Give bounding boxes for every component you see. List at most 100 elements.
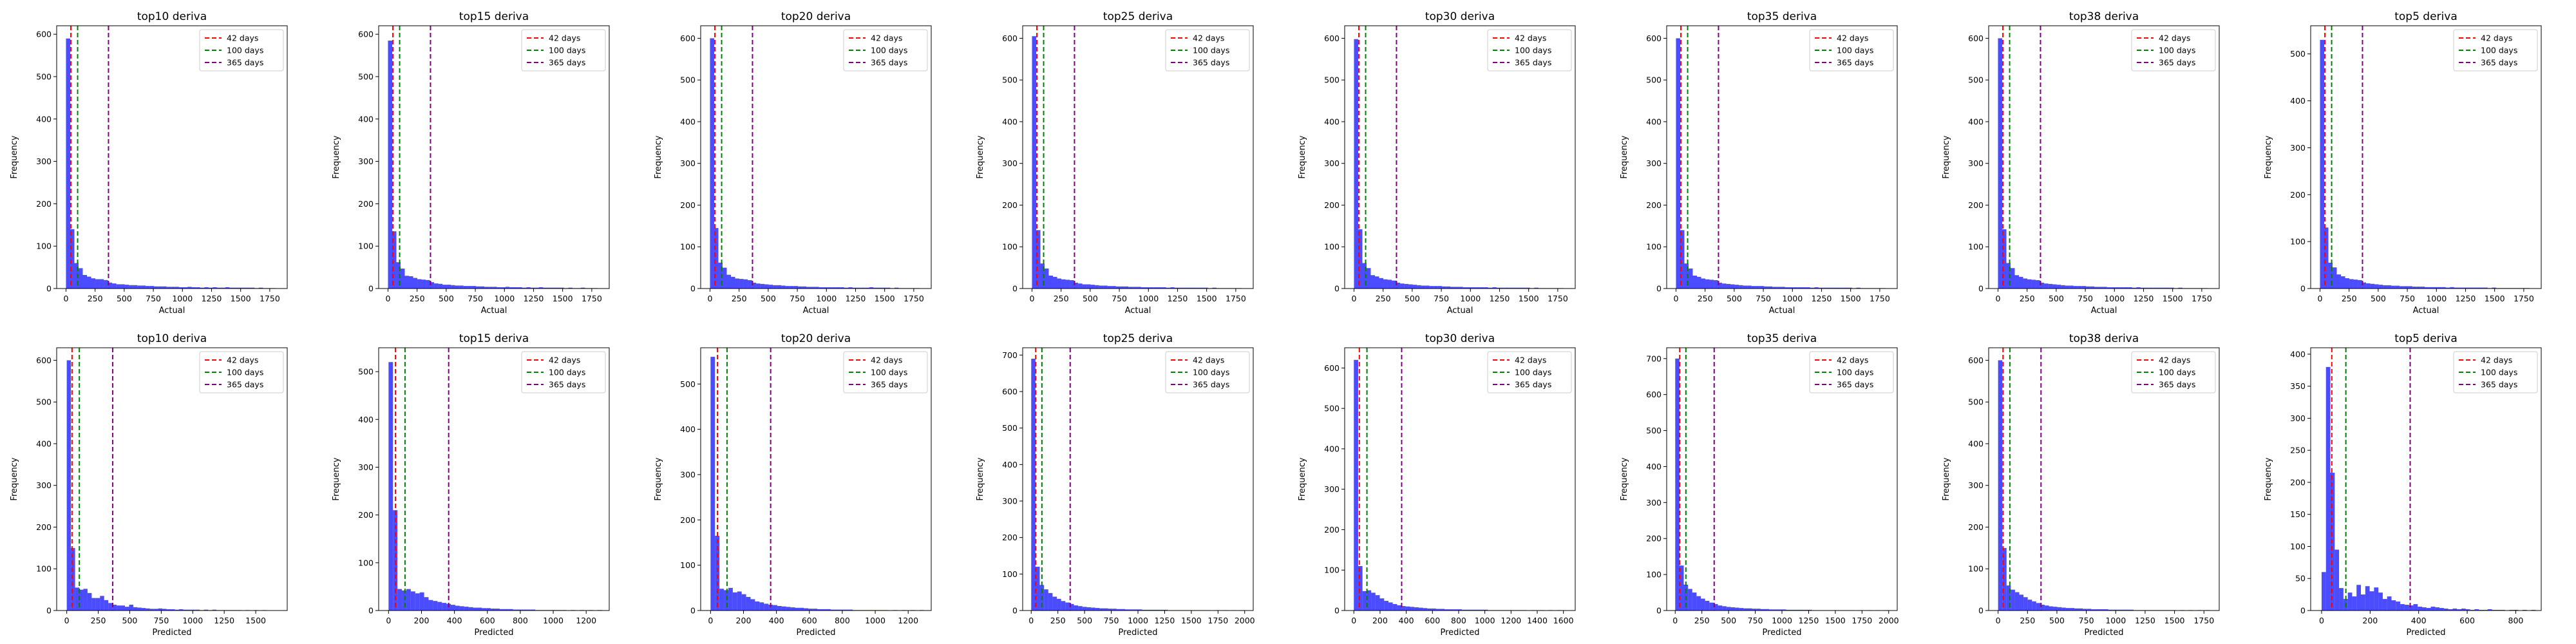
histogram-bar — [786, 607, 791, 611]
histogram-bar — [1112, 286, 1116, 289]
legend-label: 42 days — [549, 355, 580, 365]
histogram-bar — [2148, 287, 2154, 289]
histogram-bar — [162, 609, 167, 611]
y-tick-label: 100 — [36, 242, 52, 251]
histogram-bar — [2086, 286, 2090, 289]
histogram-bar — [233, 287, 238, 289]
y-tick-label: 300 — [1646, 498, 1662, 507]
histogram-bar — [2056, 285, 2061, 289]
histogram-bar — [1496, 287, 1501, 289]
histogram-bar — [560, 287, 564, 289]
histogram-bar — [2461, 609, 2466, 611]
x-axis-label: Actual — [1769, 306, 1795, 316]
x-tick-label: 0 — [2319, 616, 2324, 625]
x-tick-label: 1750 — [1226, 294, 1246, 303]
histogram-bar — [392, 231, 397, 289]
histogram-bar — [2341, 276, 2345, 289]
legend-label: 42 days — [2481, 33, 2512, 43]
histogram-bar — [2320, 39, 2324, 289]
histogram-bar — [396, 262, 401, 289]
histogram-bars — [1675, 358, 1889, 611]
histogram-bar — [2048, 283, 2053, 289]
histogram-bar — [2006, 585, 2011, 611]
histogram-bar — [419, 592, 424, 611]
histogram-bar — [538, 287, 544, 289]
histogram-bar — [1856, 287, 1861, 289]
histogram-bar — [1187, 287, 1191, 289]
histogram-bar — [137, 607, 142, 611]
histogram-bar — [87, 592, 92, 611]
y-tick-label: 0 — [1978, 284, 1984, 294]
y-tick-label: 600 — [1646, 33, 1662, 43]
histogram-bar — [1488, 287, 1493, 289]
histogram-bar — [2094, 287, 2099, 289]
y-tick-label: 200 — [1646, 200, 1662, 210]
histogram-bar — [137, 285, 142, 289]
histogram-bar — [2421, 607, 2427, 611]
x-tick-label: 250 — [1694, 616, 1710, 625]
histogram-bar — [2465, 609, 2470, 611]
histogram-bar — [1448, 609, 1454, 611]
histogram-bar — [2170, 287, 2174, 289]
x-tick-label: 500 — [122, 616, 138, 625]
histogram-bar — [1086, 607, 1092, 611]
histogram-bar — [735, 278, 740, 289]
histogram-bar — [388, 41, 392, 289]
histogram-bar — [518, 287, 522, 289]
histogram-bar — [1786, 609, 1791, 611]
histogram-bar — [1146, 609, 1151, 611]
subplot-title: top15 deriva — [459, 10, 529, 23]
histogram-bar — [2334, 549, 2340, 611]
histogram-bar — [1484, 287, 1488, 289]
histogram-bar — [1121, 609, 1126, 611]
histogram-bar — [817, 609, 822, 611]
histogram-bar — [187, 609, 192, 611]
x-tick-label: 500 — [117, 294, 132, 303]
histogram-bar — [413, 278, 418, 289]
histogram-bar — [764, 284, 769, 289]
histogram-bar — [1517, 287, 1522, 289]
histogram-bar — [1764, 286, 1768, 289]
x-axis-label: Predicted — [2406, 628, 2445, 638]
histogram-bar — [513, 287, 518, 289]
y-tick-label: 600 — [1324, 363, 1340, 373]
x-axis-label: Actual — [1125, 306, 1151, 316]
histogram-bar — [781, 606, 786, 611]
histogram-bar — [124, 285, 129, 289]
legend: 42 days 100 days 365 days — [199, 29, 284, 71]
histogram-bar — [1434, 286, 1438, 289]
x-tick-label: 600 — [2459, 616, 2475, 625]
y-tick-label: 100 — [1324, 242, 1340, 252]
x-tick-label: 400 — [447, 616, 462, 625]
histogram-bar — [2458, 287, 2463, 289]
histogram-bar — [505, 287, 510, 289]
y-tick-label: 500 — [680, 379, 696, 389]
histogram-bar — [2470, 287, 2476, 289]
histogram-bar — [141, 285, 146, 289]
histogram-bar — [1444, 609, 1449, 611]
histogram-bar — [404, 276, 410, 289]
y-tick-label: 300 — [2290, 413, 2306, 423]
x-tick-label: 250 — [732, 294, 747, 303]
x-tick-label: 0 — [1996, 616, 2001, 625]
histogram-bar — [852, 287, 857, 289]
histogram-bar — [2492, 287, 2496, 289]
histogram-bar — [1756, 286, 1760, 289]
y-axis-label: Frequency — [2264, 135, 2273, 178]
histogram-bar — [91, 278, 96, 289]
histogram-bar — [497, 287, 502, 289]
histogram-bar — [437, 601, 442, 611]
subplot: 0 250 500 750 1000 1250 1500 1750 2000 0 100 200 300… — [1620, 332, 1899, 638]
histogram-bar — [1450, 287, 1455, 289]
histogram-bars — [2320, 39, 2530, 289]
x-tick-label: 1000 — [1475, 616, 1495, 625]
histogram-bar — [873, 287, 878, 289]
histogram-bar — [66, 360, 71, 611]
axes-frame — [2310, 25, 2542, 289]
histogram-bar — [840, 287, 844, 289]
histogram-bar — [1057, 278, 1062, 289]
histogram-bar — [2049, 606, 2054, 611]
x-tick-label: 250 — [2020, 616, 2035, 625]
histogram-bar — [1162, 287, 1166, 289]
histogram-bar — [120, 284, 125, 289]
